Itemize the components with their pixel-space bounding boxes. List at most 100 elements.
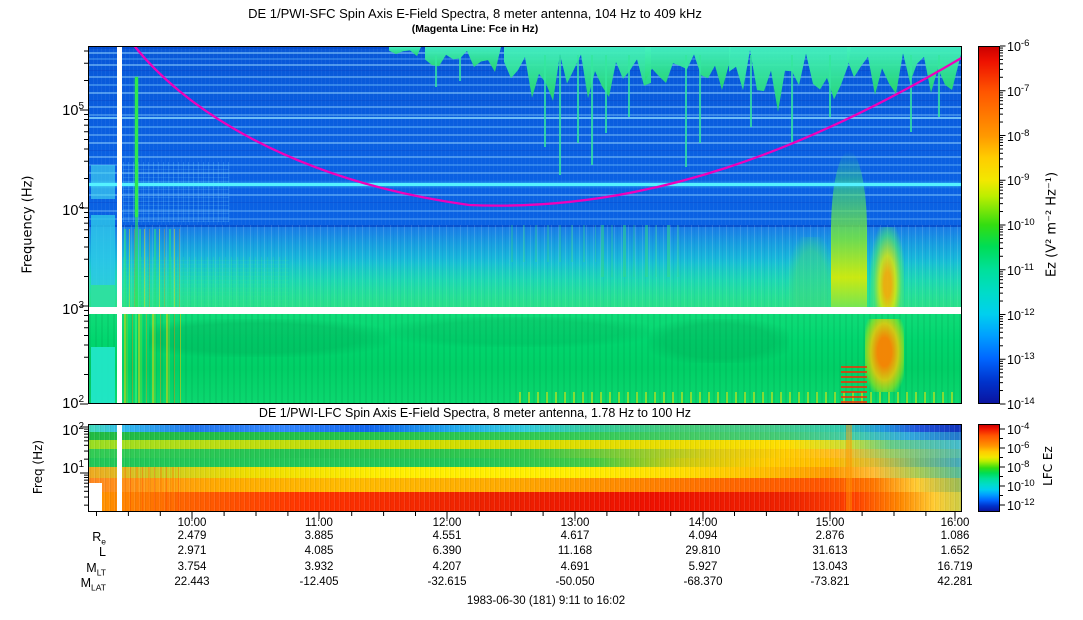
- speckle-patch: [123, 162, 229, 222]
- tick-base: 10: [62, 395, 79, 412]
- label-sub: LAT: [91, 582, 106, 593]
- tick-exponent: 5: [78, 101, 84, 112]
- lfc-row: [89, 478, 961, 492]
- tick-exponent: -11: [1020, 261, 1034, 273]
- tick-base: 10: [1007, 308, 1021, 323]
- sfc-y-axis-ticks: [80, 50, 88, 405]
- tick-exponent: -6: [1020, 440, 1030, 451]
- colorbar-tick-label: 10-4: [1007, 421, 1029, 437]
- footer-time-range: 1983-06-30 (181) 9:11 to 16:02: [466, 595, 626, 607]
- label-sub: LT: [96, 567, 106, 578]
- tick-base: 10: [62, 460, 79, 477]
- colorbar-tick-label: 10-12: [1007, 497, 1035, 513]
- fce-line: [133, 47, 961, 207]
- lfc-colorbar-ticks: [1000, 428, 1005, 506]
- interference-stripe: [89, 126, 961, 128]
- ephemeris-value: 11.168: [557, 545, 593, 557]
- ephemeris-value: 4.551: [432, 530, 462, 542]
- perigee-green-line: [135, 77, 138, 217]
- interference-stripe: [89, 194, 961, 196]
- time-tick-label: 12:00: [432, 517, 462, 529]
- interference-stripe: [89, 106, 961, 108]
- tick-exponent: -14: [1020, 396, 1035, 407]
- tick-base: 10: [1007, 129, 1021, 144]
- left-edge-strip: [91, 165, 115, 199]
- colorbar-tick-label: 10-12: [1007, 307, 1035, 323]
- sfc-title: DE 1/PWI-SFC Spin Axis E-Field Spectra, …: [248, 6, 702, 21]
- sfc-colorbar-ticks: [1000, 45, 1006, 405]
- interference-stripe: [89, 156, 961, 158]
- ephemeris-value: 4.094: [688, 530, 718, 542]
- tick-base: 10: [1007, 84, 1021, 99]
- lfc-spectrogram-plot: [88, 424, 962, 512]
- label-sub: e: [101, 536, 106, 547]
- colorbar-tick-label: 10-6: [1007, 440, 1029, 456]
- intense-emission-blob: [865, 319, 904, 392]
- sfc-colorbar-label: Ez (V² m⁻² Hz⁻¹): [1044, 171, 1060, 278]
- tick-exponent: -12: [1020, 497, 1035, 508]
- akr-emission-patches: [389, 47, 961, 175]
- lfc-colorbar: [978, 424, 1000, 512]
- sfc-y-tick-label: 105: [36, 101, 84, 119]
- tick-base: 10: [62, 102, 79, 119]
- tick-exponent: -12: [1020, 306, 1035, 318]
- interference-stripe: [89, 142, 961, 144]
- lfc-perigee-streaks: [124, 467, 181, 511]
- sfc-y-axis-label: Frequency (Hz): [20, 175, 36, 274]
- tick-exponent: -9: [1020, 172, 1030, 184]
- interference-stripe: [89, 64, 961, 66]
- ephemeris-value: 6.390: [432, 545, 462, 557]
- ephemeris-value: 2.971: [177, 545, 207, 557]
- ephemeris-row-label-mlat: MLAT: [0, 576, 106, 593]
- sfc-spectrogram-plot: [88, 46, 962, 404]
- tick-exponent: -4: [1020, 421, 1030, 432]
- ephemeris-value: 4.207: [432, 561, 462, 573]
- ephemeris-value: 1.652: [940, 545, 970, 557]
- ephemeris-value: 42.281: [937, 576, 973, 588]
- perigee-burst-streaks: [124, 229, 181, 307]
- lfc-colorbar-label: LFC Ez: [1041, 446, 1055, 486]
- time-tick-label: 10:00: [177, 517, 207, 529]
- tick-base: 10: [62, 202, 79, 219]
- colorbar-tick-label: 10-11: [1007, 262, 1034, 278]
- ephemeris-value: 13.043: [812, 561, 848, 573]
- interference-stripe: [89, 202, 961, 203]
- perigee-green-line: [135, 217, 138, 309]
- ephemeris-value: 4.085: [304, 545, 334, 557]
- lfc-hot-streak: [846, 425, 852, 511]
- dark-green-cloud: [149, 319, 389, 357]
- time-tick-label: 16:00: [940, 517, 970, 529]
- colorbar-tick-label: 10-8: [1007, 128, 1029, 144]
- sfc-y-tick-label: 102: [36, 394, 84, 412]
- interference-stripe: [89, 76, 961, 78]
- ephemeris-value: 22.443: [174, 576, 210, 588]
- sfc-colorbar: [978, 46, 1000, 404]
- data-gap-column: [117, 47, 122, 403]
- data-gap-column: [117, 425, 122, 511]
- ephemeris-value: 16.719: [937, 561, 973, 573]
- data-gap-corner: [89, 483, 102, 511]
- low-frequency-band-texture: [89, 314, 961, 403]
- green-vertical-streaks: [511, 225, 596, 262]
- tick-base: 10: [1007, 263, 1021, 278]
- low-frequency-band: [89, 314, 961, 403]
- tick-base: 10: [62, 422, 79, 439]
- ephemeris-value: -32.615: [427, 576, 467, 588]
- perigee-burst-streaks: [124, 314, 181, 403]
- red-fleck-column: [841, 365, 867, 403]
- lfc-y-axis-ticks: [80, 426, 88, 506]
- ephemeris-value: 4.691: [560, 561, 590, 573]
- dark-green-cloud: [649, 319, 789, 363]
- tick-base: 10: [1007, 461, 1021, 476]
- emission-plume-hot: [871, 227, 904, 309]
- tick-base: 10: [1007, 442, 1021, 457]
- interference-stripe: [89, 114, 961, 116]
- tick-exponent: -13: [1020, 351, 1035, 363]
- lfc-row: [89, 467, 961, 478]
- lfc-row: [89, 432, 961, 440]
- lfc-row: [89, 440, 961, 449]
- tick-base: 10: [1007, 219, 1021, 234]
- lfc-row: [89, 425, 961, 432]
- colorbar-tick-label: 10-10: [1007, 478, 1035, 494]
- left-edge-strip: [91, 215, 115, 285]
